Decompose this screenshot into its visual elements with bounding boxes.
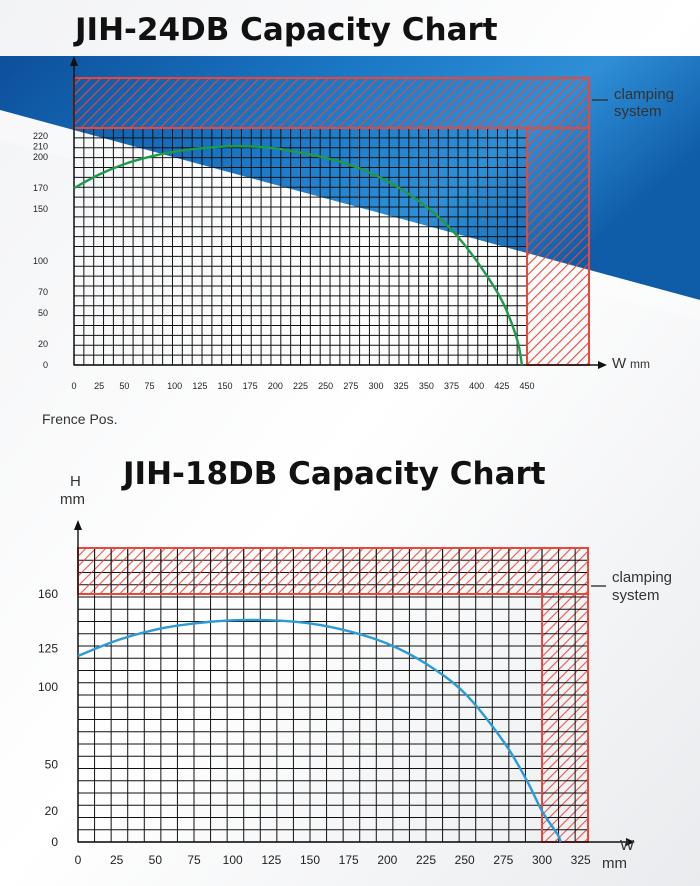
x-tick-label: 300	[532, 853, 552, 867]
x-tick-labels: 0 25 50 75 100 125 150 175 200 225 250 275 300 325 350…	[71, 381, 534, 391]
y-tick-label: 220	[33, 131, 48, 141]
y-axis-label-h: H	[70, 473, 81, 490]
y-tick-label: 50	[45, 758, 59, 772]
chart-jih-18db: JIH-18DB Capacity Chart 0 25 50 75 100 125 150…	[38, 456, 672, 872]
x-tick-label: 175	[243, 381, 258, 391]
y-tick-labels: 0 20 50 100 125 160	[38, 587, 58, 849]
x-tick-label: 200	[268, 381, 283, 391]
y-tick-label: 70	[38, 287, 48, 297]
x-tick-label: 0	[71, 381, 76, 391]
y-tick-label: 100	[33, 256, 48, 266]
y-tick-label: 170	[33, 183, 48, 193]
x-tick-label: 250	[455, 853, 475, 867]
x-tick-label: 25	[94, 381, 104, 391]
axes	[74, 520, 635, 846]
x-axis-label-mm: mm	[602, 855, 627, 872]
clamping-label-line2: system	[614, 103, 662, 120]
x-tick-label: 200	[377, 853, 397, 867]
x-tick-label: 375	[444, 381, 459, 391]
x-tick-label: 325	[571, 853, 591, 867]
clamping-region-right	[542, 594, 588, 842]
clamping-region-top	[73, 77, 590, 129]
x-tick-label: 150	[300, 853, 320, 867]
fence-position-note: Frence Pos.	[42, 411, 117, 427]
x-tick-label: 250	[318, 381, 333, 391]
x-tick-label: 25	[110, 853, 124, 867]
y-tick-label: 150	[33, 204, 48, 214]
capacity-curve	[73, 144, 524, 366]
x-tick-label: 125	[261, 853, 281, 867]
x-tick-label: 325	[394, 381, 409, 391]
clamping-region	[77, 547, 606, 843]
x-tick-label: 175	[339, 853, 359, 867]
x-tick-label: 50	[149, 853, 163, 867]
chart-title: JIH-24DB Capacity Chart	[73, 12, 498, 48]
clamping-region-top	[78, 548, 588, 594]
x-tick-labels: 0 25 50 75 100 125 150 175 200 225 250 275 300 325	[75, 853, 591, 867]
y-tick-label: 20	[45, 804, 59, 818]
y-tick-label: 210	[33, 141, 48, 151]
clamping-region-right	[526, 127, 590, 366]
x-axis-arrow	[598, 361, 607, 369]
chart-jih-24db: JIH-24DB Capacity Chart 0 25 50 75 100 125 150…	[33, 12, 674, 427]
x-tick-label: 100	[223, 853, 243, 867]
x-tick-label: 125	[192, 381, 207, 391]
x-tick-label: 275	[493, 853, 513, 867]
x-tick-label: 0	[75, 853, 82, 867]
x-tick-label: 50	[119, 381, 129, 391]
x-axis-arrow	[626, 838, 635, 846]
x-tick-label: 225	[293, 381, 308, 391]
x-axis-label-w: W	[612, 355, 627, 372]
y-tick-label: 0	[51, 835, 58, 849]
x-tick-label: 75	[144, 381, 154, 391]
x-tick-label: 350	[419, 381, 434, 391]
y-tick-label: 100	[38, 680, 58, 694]
y-tick-label: 0	[43, 360, 48, 370]
y-tick-label: 20	[38, 339, 48, 349]
chart-title: JIH-18DB Capacity Chart	[121, 456, 546, 492]
x-tick-label: 100	[167, 381, 182, 391]
axes	[70, 56, 607, 369]
x-tick-label: 75	[187, 853, 201, 867]
x-tick-label: 275	[343, 381, 358, 391]
y-tick-label: 160	[38, 587, 58, 601]
y-tick-label: 125	[38, 641, 58, 655]
y-tick-label: 50	[38, 308, 48, 318]
x-tick-label: 400	[469, 381, 484, 391]
clamping-label-line1: clamping	[614, 86, 674, 103]
capacity-curve	[77, 618, 562, 843]
clamping-label-line1: clamping	[612, 569, 672, 586]
y-axis-arrow	[70, 56, 78, 66]
x-tick-label: 425	[494, 381, 509, 391]
x-tick-label: 450	[519, 381, 534, 391]
x-tick-label: 225	[416, 853, 436, 867]
x-tick-label: 300	[368, 381, 383, 391]
y-tick-label: 200	[33, 152, 48, 162]
clamping-region	[73, 77, 608, 366]
clamping-label-line2: system	[612, 587, 660, 604]
x-axis-label-mm: mm	[630, 357, 650, 371]
x-axis-label-w: W	[620, 837, 635, 854]
y-axis-arrow	[74, 520, 82, 530]
y-axis-label-mm: mm	[60, 491, 85, 508]
x-tick-label: 150	[217, 381, 232, 391]
